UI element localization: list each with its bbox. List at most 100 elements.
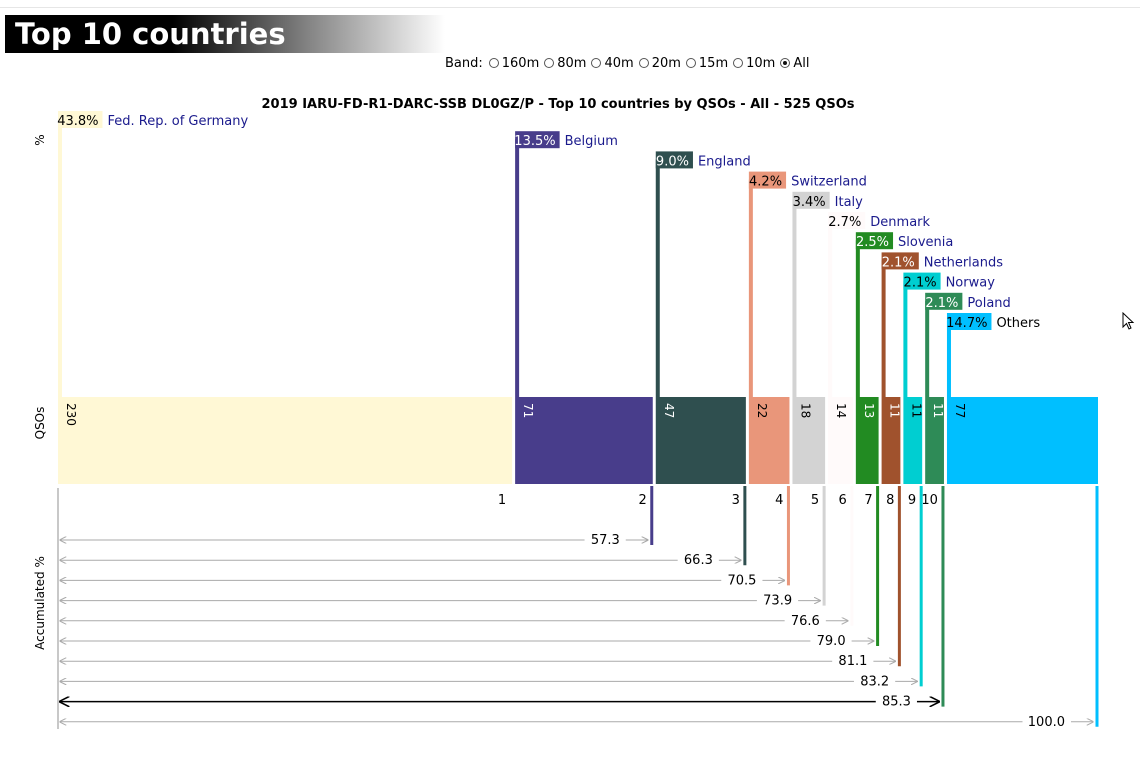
radio-icon[interactable] <box>544 58 555 68</box>
percent-label: 2.1% <box>904 276 937 291</box>
accumulated-value-label: 66.3 <box>684 553 713 568</box>
percent-stem <box>855 240 860 397</box>
rank-label: 2 <box>638 493 646 508</box>
band-option-all[interactable]: All <box>780 56 809 71</box>
qso-bar <box>903 397 923 484</box>
band-selector: Band: 160m 80m 40m 20m 15m 10m All <box>445 53 814 73</box>
qsos-axis-label: QSOs <box>33 407 47 440</box>
country-name-label: Norway <box>946 276 996 291</box>
percent-label-box <box>925 292 963 310</box>
qso-bar <box>515 397 653 484</box>
radio-icon[interactable] <box>733 58 744 68</box>
accumulated-value-label: 79.0 <box>817 634 846 649</box>
percent-label: 4.2% <box>749 175 782 190</box>
qso-bar <box>792 397 826 484</box>
country-name-label: Denmark <box>870 215 930 230</box>
band-option-label: 20m <box>651 55 681 71</box>
band-option-label: 10m <box>746 55 776 71</box>
rank-label: 5 <box>811 493 819 508</box>
country-name-label: Others <box>996 316 1040 331</box>
qso-count-label: 14 <box>834 403 848 418</box>
country-name-label: Fed. Rep. of Germany <box>108 114 249 129</box>
accumulated-value-label: 76.6 <box>791 614 820 629</box>
percent-label-box <box>903 272 941 290</box>
accumulated-value-label: 81.1 <box>838 654 867 669</box>
rank-label: 6 <box>839 493 847 508</box>
radio-checked-icon[interactable] <box>780 58 791 68</box>
qso-bar <box>925 397 944 484</box>
band-option-80m[interactable]: 80m <box>544 56 586 71</box>
percent-label-box <box>792 191 830 209</box>
qso-bar <box>828 397 853 484</box>
qso-count-label: 71 <box>521 403 535 418</box>
band-option-20m[interactable]: 20m <box>638 55 681 71</box>
percent-label: 9.0% <box>656 154 689 169</box>
band-selector-label: Band: <box>445 55 483 71</box>
percent-stem <box>748 179 753 397</box>
percent-label-box <box>828 212 866 229</box>
radio-icon[interactable] <box>591 58 602 68</box>
radio-icon[interactable] <box>685 58 696 68</box>
band-option-label: 40m <box>604 55 634 71</box>
qso-count-label: 230 <box>64 403 78 426</box>
rank-label: 10 <box>921 493 938 508</box>
rank-label: 7 <box>864 493 872 508</box>
qso-count-label: 18 <box>798 403 812 418</box>
band-option-15m[interactable]: 15m <box>685 56 728 71</box>
percent-stem <box>792 199 797 397</box>
percent-label: 2.7% <box>828 215 861 230</box>
top-rule <box>0 7 1140 8</box>
qso-bar <box>855 397 879 484</box>
accumulated-value-label: 83.2 <box>860 674 889 689</box>
percent-label: 14.7% <box>946 316 987 331</box>
qso-bar <box>58 397 513 484</box>
radio-icon[interactable] <box>488 58 499 68</box>
accumulated-value-label: 100.0 <box>1028 715 1065 730</box>
accumulated-value-label: 85.3 <box>882 695 911 710</box>
country-name-label: Poland <box>967 296 1010 311</box>
page-header-banner: Top 10 countries <box>5 15 445 53</box>
qso-count-label: 13 <box>862 403 876 418</box>
accumulated-value-label: 73.9 <box>763 594 792 609</box>
percent-stem <box>881 260 886 397</box>
band-option-label: 80m <box>557 55 587 71</box>
percent-label: 2.5% <box>856 235 889 250</box>
mouse-pointer-icon <box>1122 312 1135 330</box>
qso-bar <box>655 397 746 484</box>
band-option-40m[interactable]: 40m <box>591 55 634 71</box>
qso-count-label: 11 <box>909 403 923 418</box>
radio-icon[interactable] <box>638 58 649 68</box>
band-option-10m[interactable]: 10m <box>733 56 775 71</box>
band-option-label: 160m <box>501 55 540 71</box>
qso-bar <box>946 397 1098 484</box>
band-option-label: All <box>793 55 810 71</box>
qso-count-label: 47 <box>662 403 676 418</box>
percent-label-box <box>855 232 894 250</box>
country-name-label: Switzerland <box>791 175 867 190</box>
qso-count-label: 11 <box>888 403 902 418</box>
percent-label-box <box>515 131 560 149</box>
percent-label-box <box>748 171 787 189</box>
band-option-160m[interactable]: 160m <box>488 55 540 71</box>
qso-count-label: 77 <box>953 403 967 418</box>
top-countries-chart: 2019 IARU-FD-R1-DARC-SSB DL0GZ/P - Top 1… <box>33 97 1099 730</box>
country-name-label: Slovenia <box>898 235 953 250</box>
country-name-label: England <box>698 154 751 169</box>
percent-stem <box>946 321 951 397</box>
qso-bar <box>748 397 790 484</box>
rank-label: 1 <box>498 493 506 508</box>
chart-title: 2019 IARU-FD-R1-DARC-SSB DL0GZ/P - Top 1… <box>261 97 854 112</box>
percent-axis-label: % <box>33 134 47 145</box>
percent-label-box <box>655 151 693 169</box>
percent-label: 2.1% <box>882 255 915 270</box>
percent-stem <box>903 280 908 397</box>
qso-count-label: 22 <box>755 403 769 418</box>
percent-stem <box>515 139 520 397</box>
rank-label: 8 <box>886 493 894 508</box>
percent-label-box <box>881 252 919 270</box>
chart-marks: 230 43.8% Fed. Rep. of Germany 1 71 13.5% Belg… <box>57 111 1099 730</box>
percent-stem <box>925 300 930 397</box>
percent-label: 3.4% <box>793 195 826 210</box>
country-name-label: Netherlands <box>924 255 1003 270</box>
percent-label: 43.8% <box>57 114 98 129</box>
